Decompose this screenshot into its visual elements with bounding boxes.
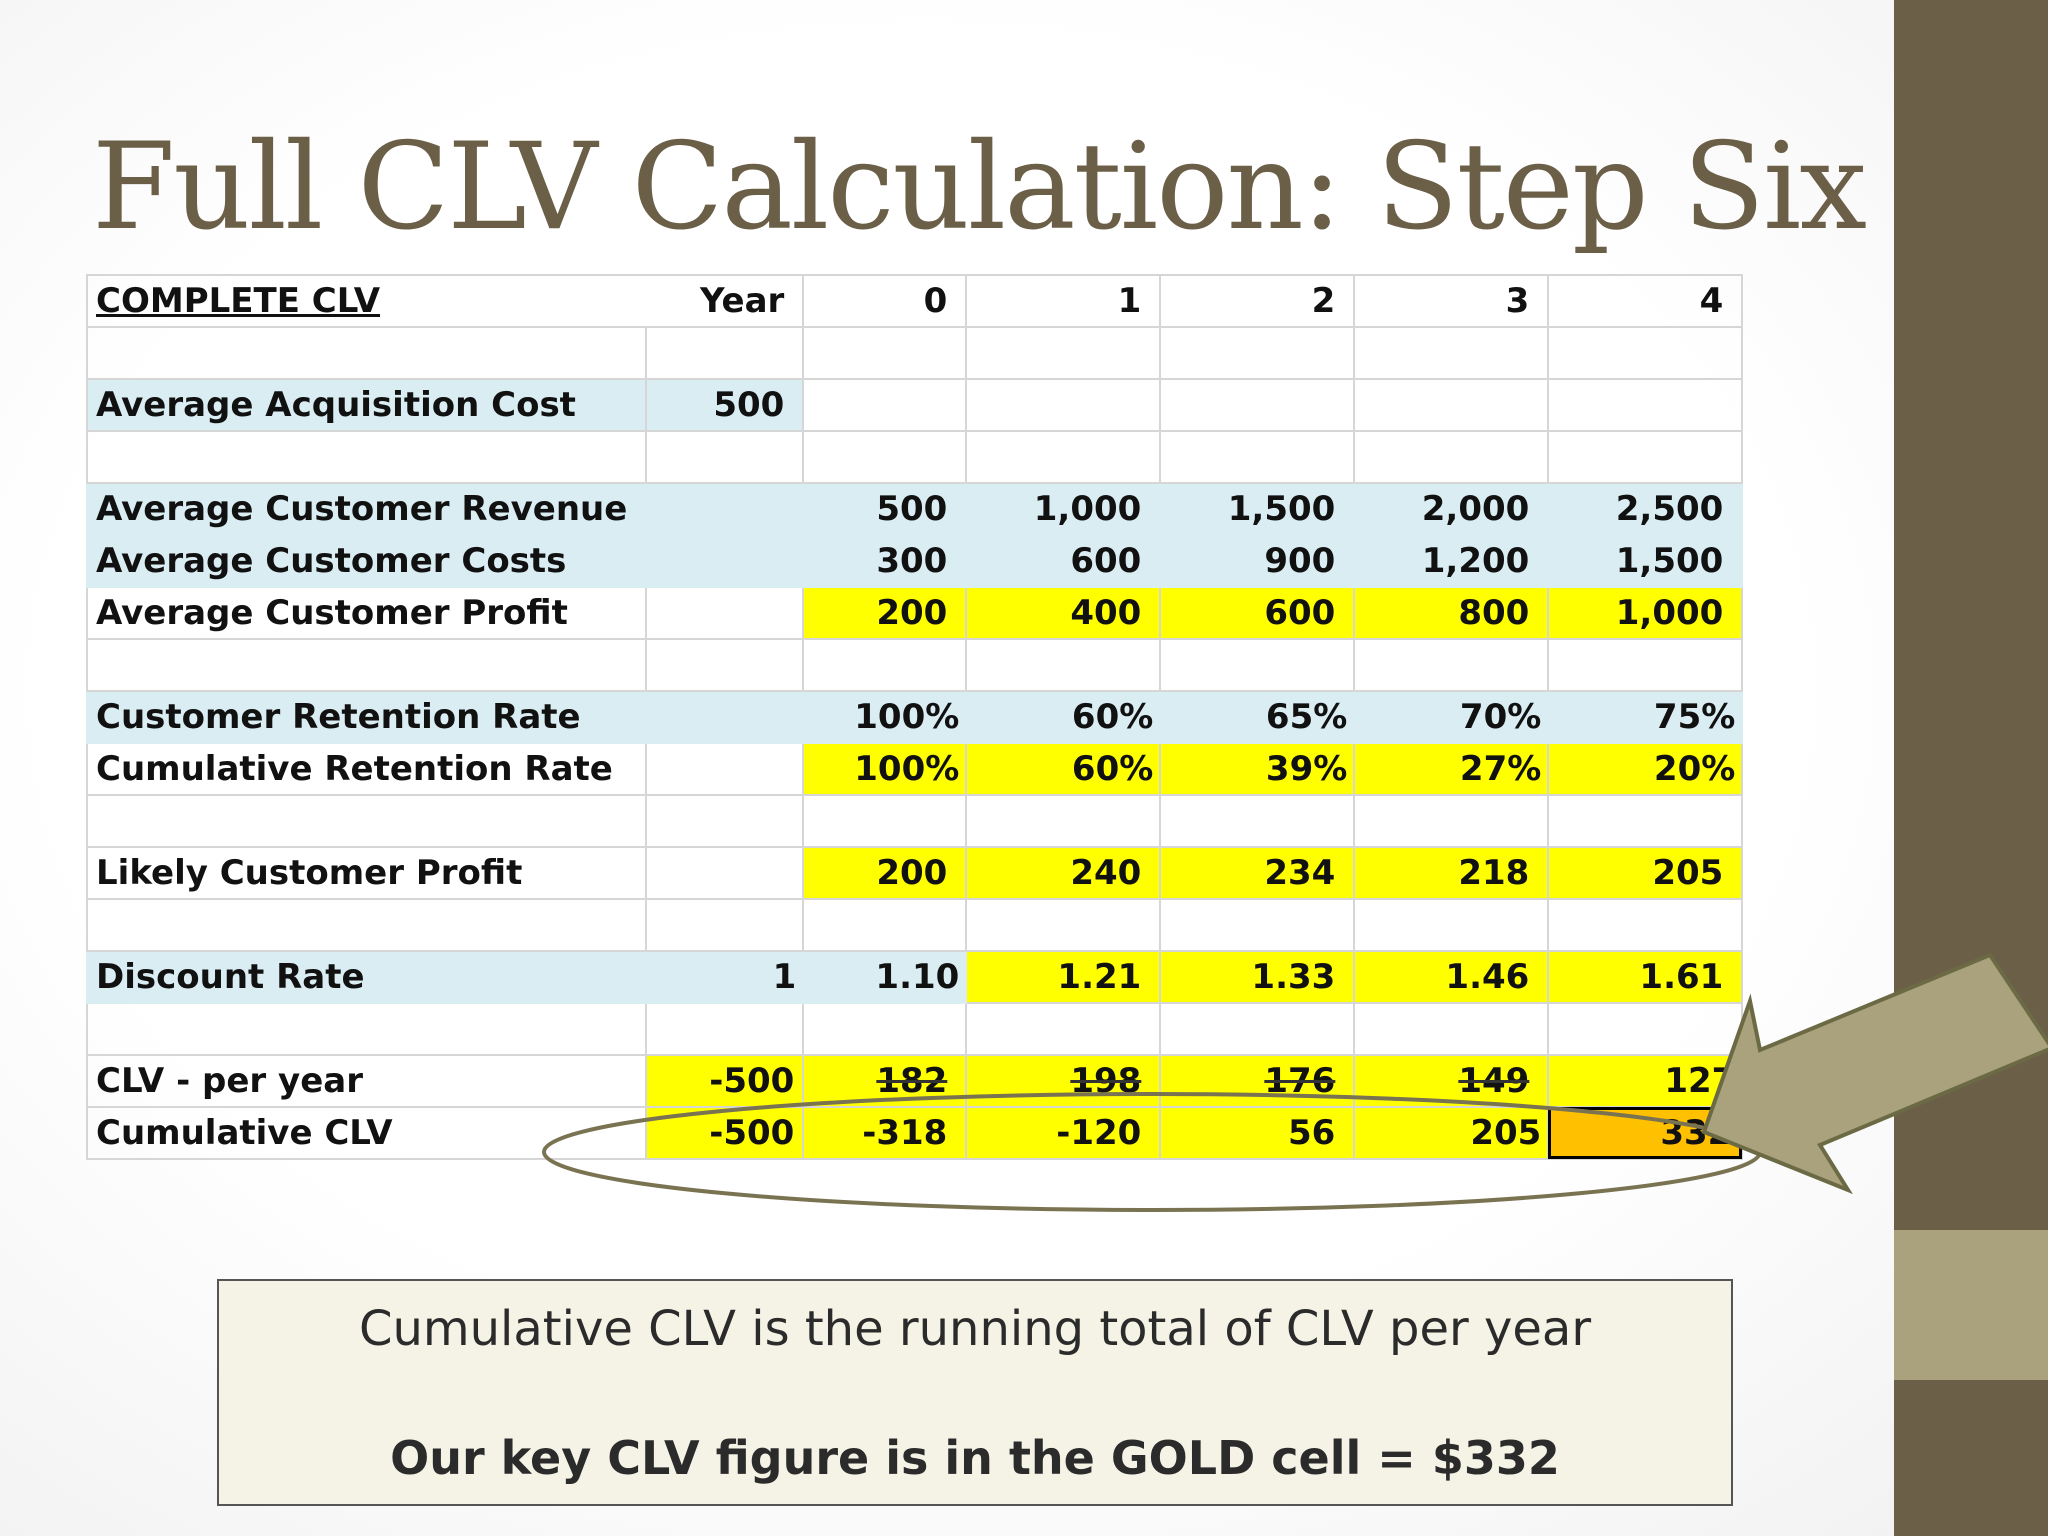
value-cell: 100% [802, 690, 968, 744]
year-cell: 1 [965, 274, 1162, 328]
value-cell: 200 [802, 846, 968, 900]
value-cell: 75% [1547, 690, 1744, 744]
value-cell: -500 [645, 1106, 805, 1160]
value-cell: -120 [965, 1106, 1162, 1160]
value-cell: 60% [965, 742, 1162, 796]
value-cell: 600 [965, 534, 1162, 588]
value-cell: -318 [802, 1106, 968, 1160]
row-label: Average Customer Profit [85, 586, 648, 640]
value-cell: 1.33 [1159, 950, 1356, 1004]
value-cell: 1.46 [1353, 950, 1550, 1004]
value-cell: 1,200 [1353, 534, 1550, 588]
value-cell: 20% [1547, 742, 1744, 796]
value-cell: 300 [802, 534, 968, 588]
value-cell: 149 [1353, 1054, 1550, 1108]
value-cell: 39% [1159, 742, 1356, 796]
value-cell: -500 [645, 1054, 805, 1108]
spacer-row [85, 326, 1744, 380]
value-cell: 218 [1353, 846, 1550, 900]
note-line-key-figure: Our key CLV figure is in the GOLD cell =… [390, 1431, 1560, 1485]
year-header-label: Year [646, 274, 805, 328]
value-cell: 1.10 [802, 950, 968, 1004]
value-cell: 1.21 [965, 950, 1162, 1004]
value-cell: 100% [802, 742, 968, 796]
value-cell: 70% [1353, 690, 1550, 744]
value-cell: 1,500 [1159, 482, 1356, 536]
year-cell: 3 [1353, 274, 1550, 328]
value-cell: 2,500 [1547, 482, 1744, 536]
value-cell: 65% [1159, 690, 1356, 744]
value-cell: 500 [802, 482, 968, 536]
table-row-discount: Discount Rate 1 1.10 1.21 1.33 1.46 1.61 [85, 950, 1744, 1004]
value-cell: 200 [802, 586, 968, 640]
value-cell: 1.61 [1547, 950, 1744, 1004]
row-label: CLV - per year [85, 1054, 648, 1108]
value-cell: 234 [1159, 846, 1356, 900]
value-cell: 500 [645, 378, 805, 432]
note-box: Cumulative CLV is the running total of C… [217, 1279, 1733, 1506]
table-row-costs: Average Customer Costs 300 600 900 1,200… [85, 534, 1744, 588]
year-cell: 2 [1159, 274, 1356, 328]
spacer-row [85, 898, 1744, 952]
spacer-row [85, 794, 1744, 848]
slide-title: Full CLV Calculation: Step Six [92, 118, 1867, 257]
row-label: Average Acquisition Cost [85, 378, 648, 432]
spacer-row [85, 1002, 1744, 1056]
value-cell: 60% [965, 690, 1162, 744]
clv-table: COMPLETE CLV Year 0 1 2 3 4 5 Average Ac… [85, 274, 1744, 1160]
value-cell: 56 [1159, 1106, 1356, 1160]
table-header-row: COMPLETE CLV Year 0 1 2 3 4 5 [85, 274, 1744, 328]
table-row-cumulative-clv: Cumulative CLV -500 -318 -120 56 205 332 [85, 1106, 1744, 1160]
table-title: COMPLETE CLV [85, 274, 647, 328]
value-cell: 27% [1353, 742, 1550, 796]
row-label: Cumulative CLV [85, 1106, 648, 1160]
row-label: Average Customer Costs [85, 534, 648, 588]
value-cell: 1 [645, 950, 805, 1004]
value-cell: 400 [965, 586, 1162, 640]
table-row-likely-profit: Likely Customer Profit 200 240 234 218 2… [85, 846, 1744, 900]
value-cell: 1,500 [1547, 534, 1744, 588]
table-row-cumulative-retention: Cumulative Retention Rate 100% 60% 39% 2… [85, 742, 1744, 796]
value-cell: 205 [1547, 846, 1744, 900]
value-cell: 900 [1159, 534, 1356, 588]
value-cell: 127 [1547, 1054, 1744, 1108]
value-cell: 240 [965, 846, 1162, 900]
year-cell: 0 [802, 274, 968, 328]
row-label: Cumulative Retention Rate [85, 742, 648, 796]
value-cell: 1,000 [1547, 586, 1744, 640]
table-row-revenue: Average Customer Revenue 500 1,000 1,500… [85, 482, 1744, 536]
spacer-row [85, 638, 1744, 692]
table-row-profit: Average Customer Profit 200 400 600 800 … [85, 586, 1744, 640]
row-label: Average Customer Revenue [85, 482, 648, 536]
row-label: Likely Customer Profit [85, 846, 648, 900]
value-cell: 205 [1353, 1106, 1550, 1160]
value-cell: 176 [1159, 1054, 1356, 1108]
row-label: Customer Retention Rate [85, 690, 648, 744]
value-cell: 800 [1353, 586, 1550, 640]
value-cell: 1,000 [965, 482, 1162, 536]
value-cell: 182 [802, 1054, 968, 1108]
gold-key-cell: 332 [1547, 1106, 1744, 1160]
side-decoration-accent [1894, 1230, 2048, 1380]
spacer-row [85, 430, 1744, 484]
table-row-clv-per-year: CLV - per year -500 182 198 176 149 127 [85, 1054, 1744, 1108]
note-line-running-total: Cumulative CLV is the running total of C… [358, 1301, 1592, 1357]
value-cell: 600 [1159, 586, 1356, 640]
value-cell: 2,000 [1353, 482, 1550, 536]
table-row-acquisition: Average Acquisition Cost 500 [85, 378, 1744, 432]
row-label: Discount Rate [85, 950, 648, 1004]
year-cell: 4 [1547, 274, 1744, 328]
table-row-retention: Customer Retention Rate 100% 60% 65% 70%… [85, 690, 1744, 744]
value-cell: 198 [965, 1054, 1162, 1108]
